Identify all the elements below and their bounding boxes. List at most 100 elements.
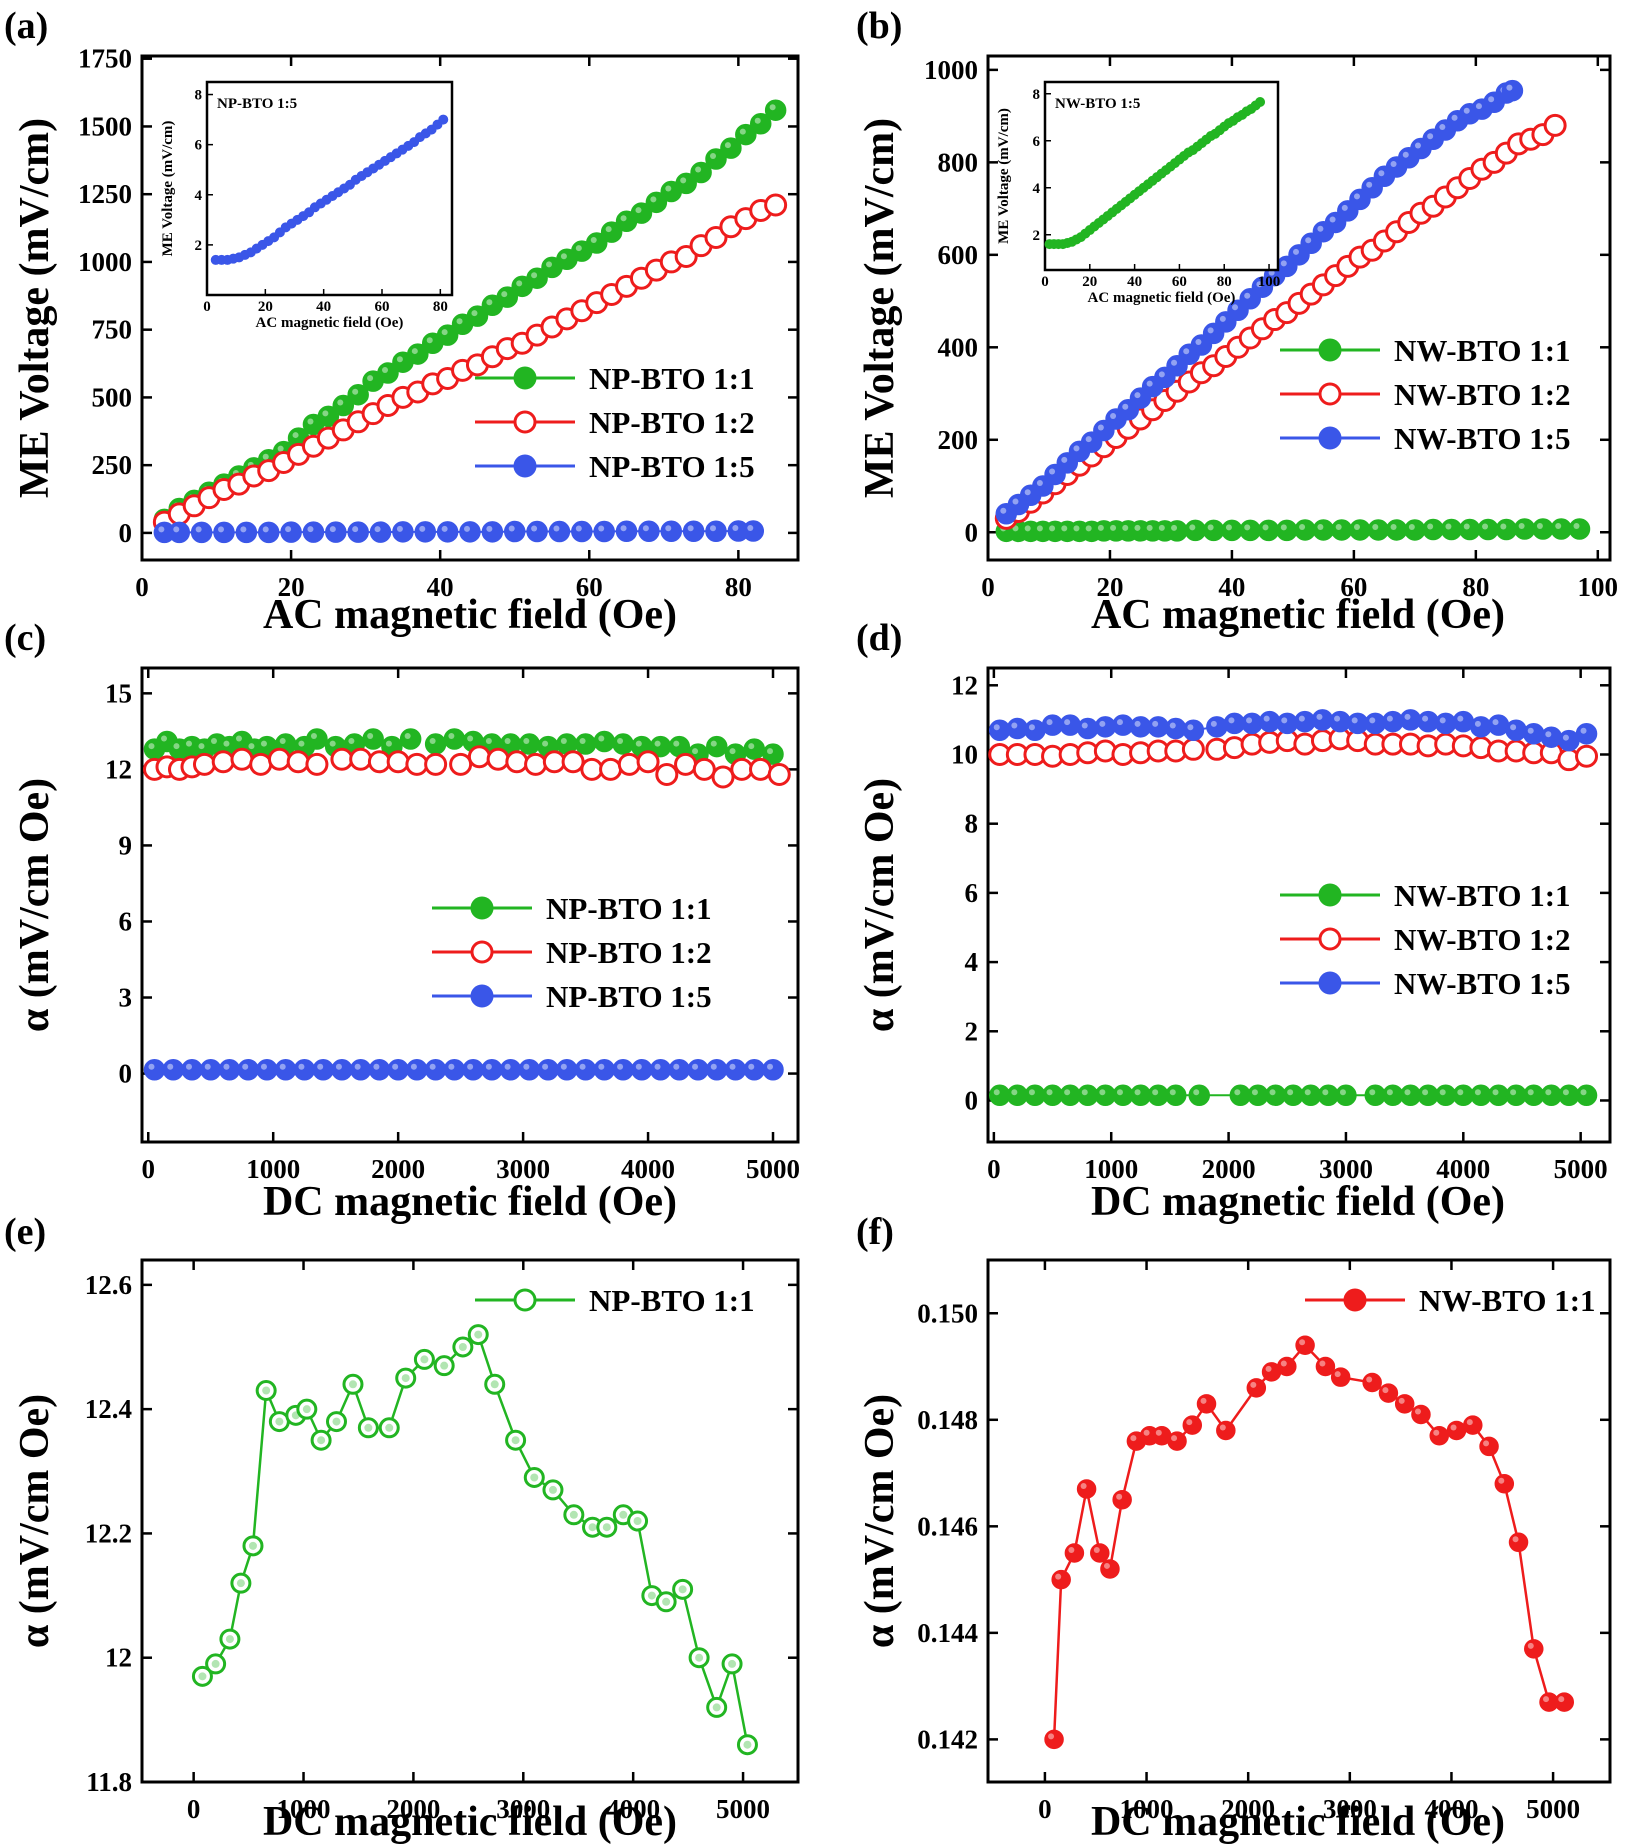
data-point-highlight bbox=[1500, 523, 1507, 530]
data-point bbox=[443, 1059, 466, 1081]
x-tick-label: 40 bbox=[427, 572, 454, 602]
data-point bbox=[424, 1059, 447, 1081]
data-point bbox=[690, 161, 712, 184]
data-point-highlight bbox=[650, 196, 657, 203]
data-point-highlight bbox=[769, 104, 776, 111]
data-point-highlight bbox=[404, 732, 411, 739]
data-point-highlight bbox=[223, 1063, 230, 1070]
data-point-highlight bbox=[1152, 720, 1159, 727]
legend-marker bbox=[513, 1288, 537, 1312]
data-point-highlight bbox=[1334, 715, 1341, 722]
data-point-core bbox=[474, 1330, 483, 1339]
x-tick-label: 2000 bbox=[1202, 1154, 1256, 1184]
data-point-highlight bbox=[1329, 216, 1336, 223]
data-point-highlight bbox=[579, 1063, 586, 1070]
x-tick-label: 0 bbox=[987, 1154, 1001, 1184]
data-point bbox=[524, 752, 548, 776]
data-point-highlight bbox=[1488, 96, 1495, 103]
data-point-highlight bbox=[486, 525, 493, 532]
data-point bbox=[242, 1535, 264, 1557]
x-tick-label: 5000 bbox=[1554, 1154, 1608, 1184]
data-point-highlight bbox=[298, 740, 305, 747]
x-tick-label: 0 bbox=[135, 572, 149, 602]
data-point-highlight bbox=[1134, 1089, 1141, 1096]
data-point-highlight bbox=[1543, 1696, 1550, 1703]
x-tick-label: 5000 bbox=[1526, 1794, 1580, 1824]
x-tick-label: 4000 bbox=[606, 1794, 660, 1824]
y-tick-label: 250 bbox=[92, 450, 133, 480]
data-point-highlight bbox=[441, 329, 448, 336]
legend-label: NP-BTO 1:2 bbox=[589, 405, 755, 440]
data-point-highlight bbox=[485, 738, 492, 745]
data-point-highlight bbox=[1427, 133, 1434, 140]
data-point bbox=[424, 752, 448, 776]
data-point bbox=[347, 383, 369, 406]
data-point bbox=[1312, 519, 1335, 541]
data-point-highlight bbox=[1187, 724, 1194, 731]
data-point-highlight bbox=[1189, 524, 1196, 531]
data-point-highlight bbox=[1158, 371, 1165, 378]
inset-x-axis-title: AC magnetic field (Oe) bbox=[1088, 290, 1236, 306]
inset-y-tick-label: 6 bbox=[195, 138, 203, 154]
data-point-highlight bbox=[1061, 456, 1068, 463]
data-point-highlight bbox=[1299, 523, 1306, 530]
data-point-highlight bbox=[1281, 717, 1288, 724]
data-point bbox=[436, 521, 459, 543]
x-tick-label: 3000 bbox=[496, 1794, 550, 1824]
data-point-highlight bbox=[1049, 525, 1056, 532]
inset-x-tick-label: 60 bbox=[375, 299, 390, 315]
data-point bbox=[1276, 519, 1298, 542]
inset-x-tick-label: 20 bbox=[258, 299, 273, 315]
data-point bbox=[672, 1578, 694, 1600]
data-point bbox=[256, 1059, 278, 1081]
inset-x-tick-label: 100 bbox=[1258, 274, 1281, 290]
data-point-highlight bbox=[590, 236, 597, 243]
data-point-highlight bbox=[1558, 1696, 1565, 1703]
data-point-highlight bbox=[1351, 717, 1358, 724]
data-point-highlight bbox=[1562, 734, 1569, 741]
data-point bbox=[1367, 519, 1390, 541]
data-point-highlight bbox=[1510, 724, 1517, 731]
data-point bbox=[1330, 519, 1353, 541]
data-point bbox=[571, 520, 593, 543]
data-point-highlight bbox=[1073, 525, 1080, 532]
data-point bbox=[655, 762, 679, 786]
y-tick-label: 800 bbox=[938, 147, 979, 177]
data-point bbox=[392, 521, 414, 543]
panel-label: (e) bbox=[4, 1211, 46, 1253]
data-point-highlight bbox=[352, 526, 359, 533]
data-point-highlight bbox=[218, 526, 224, 533]
data-point-highlight bbox=[754, 117, 761, 124]
data-point-highlight bbox=[310, 732, 317, 739]
data-point bbox=[1532, 518, 1554, 540]
data-point-core bbox=[712, 1703, 721, 1712]
data-point bbox=[537, 1059, 559, 1081]
data-point bbox=[631, 1059, 653, 1081]
data-point-highlight bbox=[285, 526, 292, 533]
data-point bbox=[548, 520, 571, 543]
data-point bbox=[1295, 1335, 1315, 1355]
data-point-highlight bbox=[1378, 170, 1385, 177]
data-point bbox=[585, 232, 608, 254]
legend-label: NP-BTO 1:1 bbox=[589, 361, 755, 396]
data-point bbox=[1494, 1473, 1515, 1494]
data-point bbox=[574, 1059, 597, 1081]
data-point-highlight bbox=[1555, 523, 1562, 530]
data-point bbox=[649, 1059, 672, 1081]
data-point-highlight bbox=[448, 732, 455, 739]
data-point-highlight bbox=[1110, 412, 1117, 419]
data-point bbox=[1495, 518, 1518, 541]
x-tick-label: 5000 bbox=[716, 1794, 770, 1824]
legend-label: NW-BTO 1:1 bbox=[1419, 1283, 1596, 1318]
data-point-highlight bbox=[1046, 719, 1053, 726]
y-tick-label: 0.148 bbox=[917, 1405, 978, 1435]
data-point bbox=[1394, 1394, 1415, 1414]
data-point bbox=[599, 757, 623, 781]
inset-chart: 0 20 40 60 80 100 2 4 6 8 NW-BTO 1:5 AC magnetic fi… bbox=[996, 80, 1281, 306]
data-point-highlight bbox=[279, 738, 286, 745]
chart-panel-a: (a)0 20 40 60 8002505007501000125015001750AC… bbox=[4, 5, 800, 638]
data-point-highlight bbox=[317, 1063, 324, 1070]
legend: NW-BTO 1:1 NW-BTO 1:2 NW-BTO 1:5 bbox=[1280, 333, 1571, 456]
series-nw-bto-1-1 bbox=[995, 518, 1591, 543]
x-tick-label: 1000 bbox=[1084, 1154, 1138, 1184]
